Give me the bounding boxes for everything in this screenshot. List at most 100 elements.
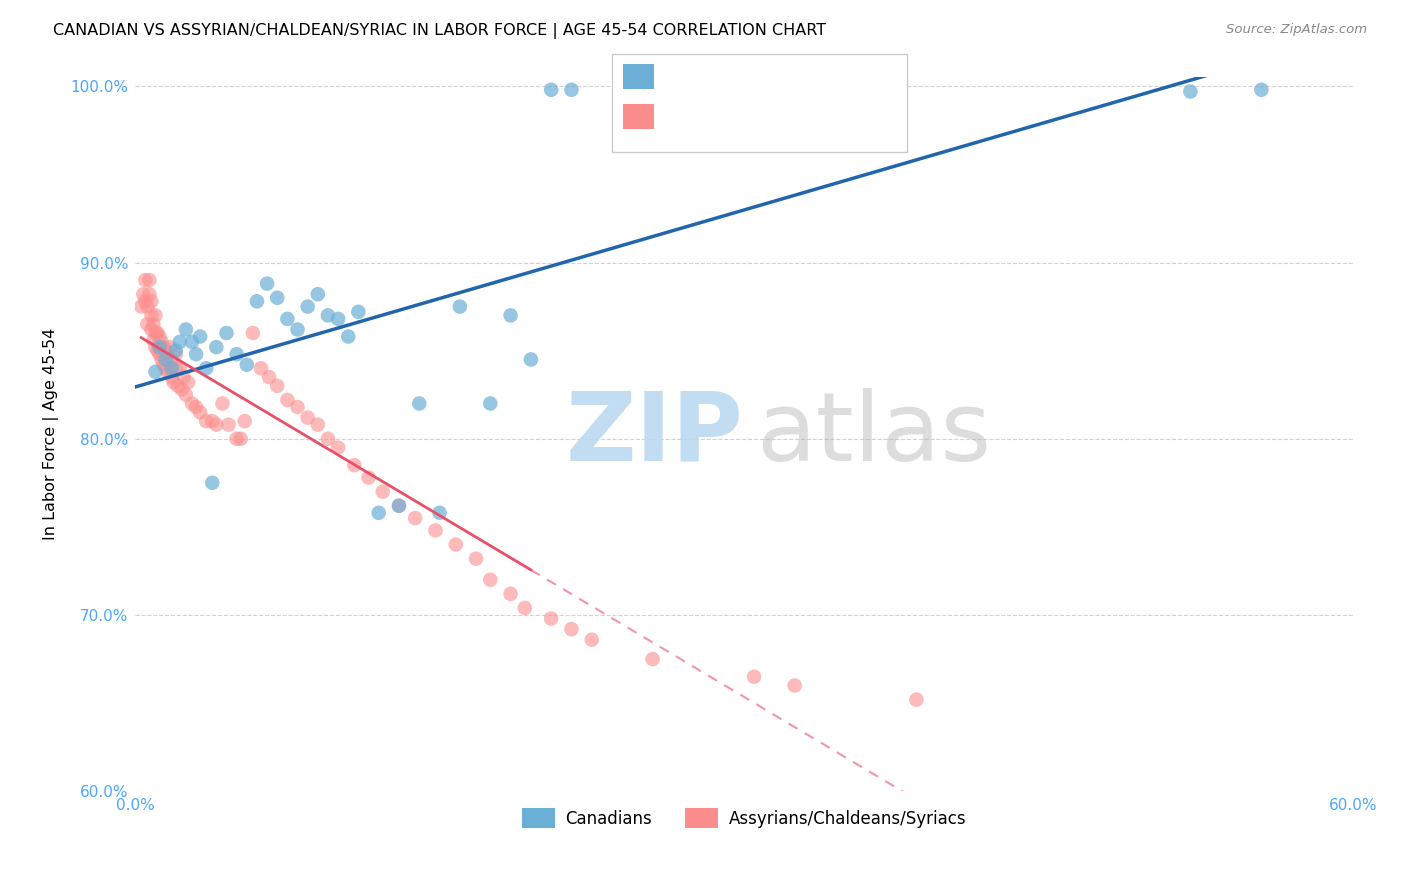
Point	[520, 352, 543, 367]
Point	[145, 365, 167, 379]
Text: Source: ZipAtlas.com: Source: ZipAtlas.com	[1226, 23, 1367, 37]
Point	[560, 83, 582, 97]
Point	[540, 83, 562, 97]
Point	[742, 670, 765, 684]
Point	[266, 291, 288, 305]
Point	[155, 352, 177, 367]
Point	[150, 334, 173, 349]
Point	[266, 379, 288, 393]
Point	[257, 370, 280, 384]
Point	[201, 414, 224, 428]
Point	[155, 343, 177, 358]
Point	[246, 294, 269, 309]
Point	[181, 334, 204, 349]
Point	[276, 312, 298, 326]
Point	[479, 396, 502, 410]
Point	[307, 417, 329, 432]
Point	[1180, 85, 1202, 99]
Point	[173, 370, 195, 384]
Point	[169, 361, 191, 376]
Point	[177, 376, 200, 390]
Point	[641, 652, 664, 666]
Point	[160, 352, 183, 367]
Point	[560, 622, 582, 636]
Point	[513, 601, 536, 615]
Point	[250, 361, 273, 376]
Point	[337, 329, 360, 343]
Point	[146, 326, 169, 340]
Point	[156, 365, 179, 379]
Point	[174, 322, 197, 336]
Point	[134, 294, 156, 309]
Point	[145, 340, 167, 354]
Point	[1250, 83, 1272, 97]
Text: R =  -0.147   N =  79: R = -0.147 N = 79	[662, 110, 823, 124]
Point	[229, 432, 252, 446]
Point	[138, 273, 160, 287]
Point	[316, 309, 339, 323]
Point	[155, 361, 177, 376]
Point	[184, 400, 207, 414]
Point	[242, 326, 264, 340]
Point	[276, 392, 298, 407]
Legend: Canadians, Assyrians/Chaldeans/Syriacs: Canadians, Assyrians/Chaldeans/Syriacs	[515, 802, 973, 834]
Point	[205, 417, 228, 432]
Point	[146, 343, 169, 358]
Point	[148, 329, 170, 343]
Point	[132, 287, 155, 301]
Point	[429, 506, 451, 520]
Point	[134, 273, 156, 287]
Text: CANADIAN VS ASSYRIAN/CHALDEAN/SYRIAC IN LABOR FORCE | AGE 45-54 CORRELATION CHAR: CANADIAN VS ASSYRIAN/CHALDEAN/SYRIAC IN …	[53, 23, 827, 39]
Point	[148, 340, 170, 354]
Text: R =  0.662   N =  41: R = 0.662 N = 41	[662, 70, 817, 84]
Point	[367, 506, 389, 520]
Point	[195, 414, 218, 428]
Y-axis label: In Labor Force | Age 45-54: In Labor Force | Age 45-54	[44, 328, 59, 541]
Point	[804, 83, 827, 97]
Point	[388, 499, 411, 513]
Point	[169, 334, 191, 349]
Point	[357, 470, 380, 484]
Point	[141, 309, 163, 323]
Point	[141, 322, 163, 336]
Point	[408, 396, 430, 410]
Point	[160, 370, 183, 384]
Point	[166, 379, 188, 393]
Point	[152, 358, 174, 372]
Point	[499, 587, 522, 601]
Point	[170, 383, 193, 397]
Point	[181, 396, 204, 410]
Point	[287, 400, 309, 414]
Point	[326, 441, 349, 455]
Point	[159, 352, 181, 367]
Point	[444, 537, 467, 551]
Point	[425, 524, 447, 538]
Point	[188, 405, 211, 419]
Point	[165, 361, 187, 376]
Point	[201, 475, 224, 490]
Point	[142, 317, 165, 331]
Point	[141, 294, 163, 309]
Point	[145, 309, 167, 323]
Point	[165, 343, 187, 358]
Point	[159, 340, 181, 354]
Point	[148, 347, 170, 361]
Point	[205, 340, 228, 354]
Point	[136, 300, 159, 314]
Point	[297, 300, 319, 314]
Point	[581, 632, 603, 647]
Point	[256, 277, 278, 291]
Point	[773, 83, 796, 97]
Point	[236, 358, 259, 372]
Point	[540, 611, 562, 625]
Point	[225, 347, 247, 361]
Text: ZIP: ZIP	[567, 388, 744, 481]
Point	[184, 347, 207, 361]
Point	[316, 432, 339, 446]
Point	[142, 333, 165, 347]
Point	[150, 352, 173, 367]
Point	[225, 432, 247, 446]
Point	[465, 551, 488, 566]
Point	[287, 322, 309, 336]
Point	[388, 499, 411, 513]
